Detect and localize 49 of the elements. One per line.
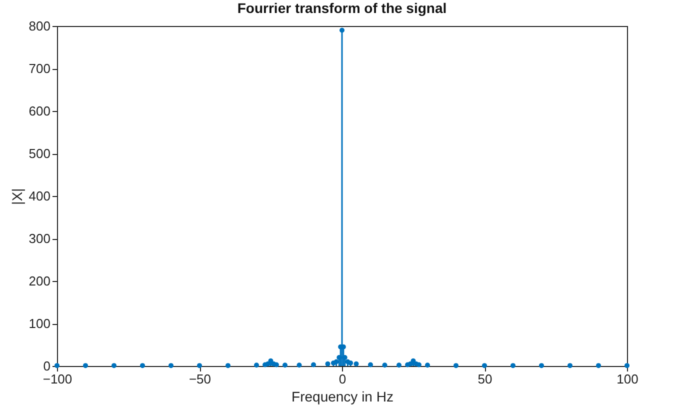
point bbox=[568, 363, 572, 368]
point bbox=[140, 363, 145, 368]
x-tick-label: −50 bbox=[188, 372, 212, 386]
point bbox=[282, 362, 288, 368]
point bbox=[510, 363, 516, 368]
y-tick-label: 600 bbox=[28, 104, 50, 118]
y-tick-label: 300 bbox=[28, 231, 50, 246]
y-tick-label: 200 bbox=[28, 274, 50, 288]
point bbox=[482, 363, 487, 368]
point bbox=[416, 362, 422, 368]
point bbox=[265, 361, 270, 366]
point bbox=[168, 363, 174, 368]
point bbox=[296, 362, 302, 368]
point bbox=[454, 363, 458, 368]
point bbox=[83, 363, 88, 368]
point bbox=[342, 355, 348, 360]
x-tick-label: 100 bbox=[616, 372, 638, 386]
point bbox=[408, 361, 413, 366]
point bbox=[354, 361, 359, 366]
point bbox=[112, 363, 116, 368]
point bbox=[340, 28, 344, 33]
x-tick-label: −100 bbox=[42, 372, 72, 386]
point bbox=[325, 361, 330, 366]
y-tick-label: 0 bbox=[43, 358, 50, 374]
point bbox=[368, 362, 373, 368]
point bbox=[54, 363, 60, 368]
x-axis-title: Frequency in Hz bbox=[292, 388, 394, 404]
y-tick-label: 700 bbox=[28, 61, 50, 76]
point bbox=[254, 362, 259, 368]
point bbox=[226, 363, 230, 368]
point bbox=[348, 360, 354, 366]
y-axis-title: |X| bbox=[8, 188, 25, 205]
point bbox=[624, 363, 630, 368]
point bbox=[539, 363, 544, 368]
point bbox=[425, 362, 430, 368]
y-tick-label: 800 bbox=[28, 18, 50, 34]
point bbox=[311, 362, 316, 368]
y-tick-label: 500 bbox=[28, 146, 50, 161]
point bbox=[336, 355, 342, 360]
point bbox=[197, 363, 202, 368]
chart-title: Fourrier transform of the signal bbox=[237, 0, 447, 16]
point bbox=[396, 362, 402, 368]
point bbox=[596, 363, 601, 368]
y-tick-label: 100 bbox=[28, 316, 50, 331]
point bbox=[382, 362, 388, 368]
x-tick-label: 50 bbox=[478, 372, 492, 386]
x-tick-label: 0 bbox=[338, 372, 346, 386]
y-tick-label: 400 bbox=[28, 188, 50, 204]
point bbox=[274, 362, 279, 368]
